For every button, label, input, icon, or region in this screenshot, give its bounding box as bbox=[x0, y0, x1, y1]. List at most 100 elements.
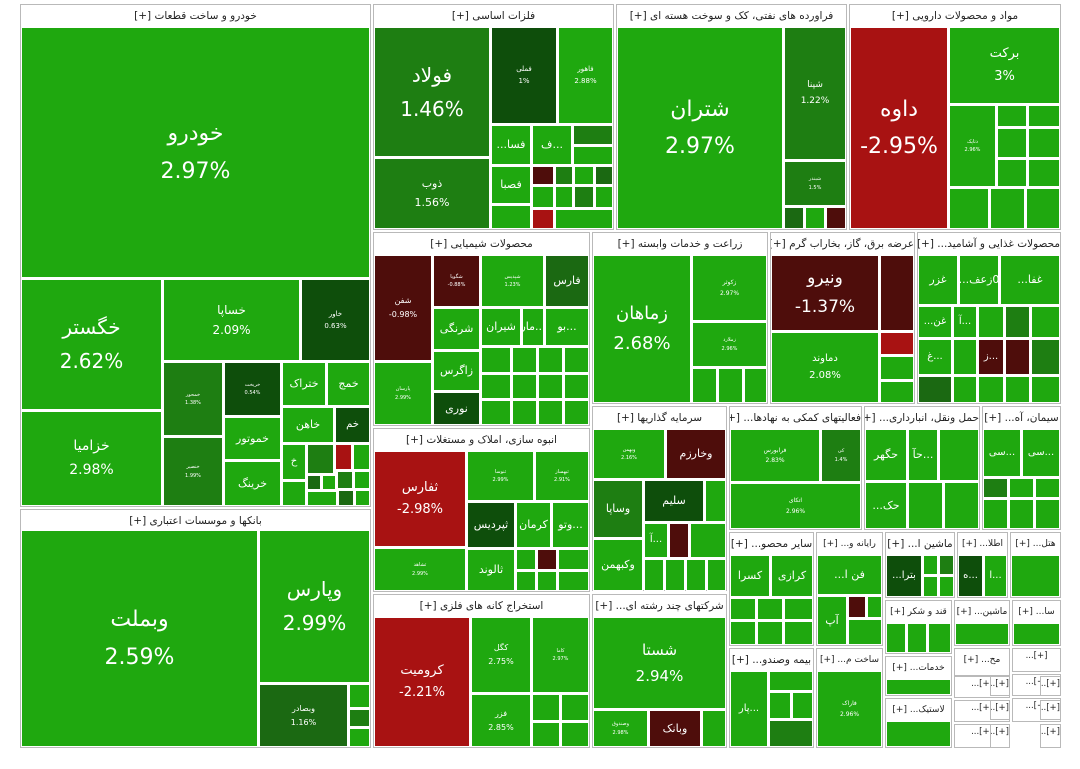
stock-tile[interactable]: شپدیس 1.23% bbox=[481, 255, 544, 307]
stock-tile[interactable]: ثنوسا 2.99% bbox=[467, 451, 534, 501]
stock-tile-minor[interactable] bbox=[908, 482, 943, 529]
stock-tile-minor[interactable] bbox=[354, 471, 370, 489]
stock-tile[interactable]: شیران bbox=[481, 308, 521, 346]
stock-tile[interactable]: فصبا bbox=[491, 166, 531, 204]
stock-tile-minor[interactable] bbox=[355, 490, 370, 506]
stock-tile-minor[interactable] bbox=[997, 159, 1027, 187]
stock-tile-minor[interactable] bbox=[939, 576, 954, 597]
stock-tile[interactable]: ...بو bbox=[545, 308, 589, 346]
stock-tile[interactable]: وکبهمن bbox=[593, 539, 643, 591]
stock-tile-minor[interactable] bbox=[337, 471, 353, 489]
stock-tile[interactable]: سلیم bbox=[644, 480, 704, 522]
sector-title[interactable]: ماشین... [+] bbox=[956, 607, 1008, 617]
sector-title[interactable]: ماشین ا... [+] bbox=[887, 538, 953, 550]
sector-title[interactable]: محصولات غذایی و آشامید... [+] bbox=[918, 238, 1060, 250]
stock-tile-minor[interactable] bbox=[512, 374, 537, 399]
sector-stub[interactable]: [+]... bbox=[1040, 676, 1061, 696]
sector-title[interactable]: زراعت و خدمات وابسته [+] bbox=[617, 238, 743, 250]
stock-tile[interactable]: برکت 3% bbox=[949, 27, 1060, 104]
stock-tile[interactable]: کی 1.4% bbox=[821, 429, 861, 482]
stock-tile[interactable]: خرینگ bbox=[224, 461, 281, 506]
stock-tile[interactable]: ...سی bbox=[983, 429, 1021, 477]
stock-tile-minor[interactable] bbox=[744, 368, 767, 403]
stock-tile-minor[interactable] bbox=[1031, 376, 1060, 403]
stock-tile[interactable]: خمج bbox=[327, 362, 370, 406]
stock-tile[interactable]: فملی 1% bbox=[491, 27, 557, 124]
sector-stub[interactable]: [+]... bbox=[1040, 724, 1061, 748]
stock-tile[interactable]: زکوثر 2.97% bbox=[692, 255, 767, 321]
stock-tile-minor[interactable] bbox=[1013, 623, 1060, 645]
stock-tile[interactable]: فولاد 1.46% bbox=[374, 27, 490, 157]
sector-title[interactable]: فلزات اساسی [+] bbox=[451, 10, 536, 22]
stock-tile-minor[interactable] bbox=[538, 400, 563, 425]
stock-tile[interactable]: ثپردیس bbox=[467, 502, 515, 548]
stock-tile[interactable]: فرابورس 2.83% bbox=[730, 429, 820, 482]
stock-tile-minor[interactable] bbox=[953, 376, 977, 403]
sector-title[interactable]: خدمات... [+] bbox=[892, 663, 945, 673]
stock-tile[interactable]: کسرا bbox=[730, 555, 770, 597]
stock-tile[interactable]: وبصادر 1.16% bbox=[259, 684, 348, 747]
stock-tile-minor[interactable] bbox=[349, 728, 370, 747]
stock-tile-minor[interactable] bbox=[532, 694, 560, 721]
stock-tile-minor[interactable] bbox=[555, 166, 573, 185]
stock-tile[interactable]: 0زعف... bbox=[959, 255, 999, 305]
stock-tile-minor[interactable] bbox=[939, 429, 979, 481]
stock-tile-minor[interactable] bbox=[564, 400, 589, 425]
sector-title[interactable]: انبوه سازی، املاک و مستغلات [+] bbox=[406, 434, 557, 446]
stock-tile-minor[interactable] bbox=[983, 478, 1008, 498]
stock-tile-minor[interactable] bbox=[792, 692, 813, 719]
stock-tile[interactable]: وپارس 2.99% bbox=[259, 530, 370, 683]
stock-tile-minor[interactable] bbox=[784, 207, 804, 229]
sector-title[interactable]: سرمایه گذاریها [+] bbox=[616, 412, 703, 424]
stock-tile[interactable]: غفا... bbox=[1000, 255, 1060, 305]
stock-tile[interactable]: وبانک bbox=[649, 710, 701, 747]
sector-title[interactable]: مح... [+] bbox=[963, 655, 1001, 665]
stock-tile-minor[interactable] bbox=[561, 694, 589, 721]
stock-tile-minor[interactable] bbox=[574, 166, 594, 185]
stock-tile[interactable]: ...پار bbox=[730, 671, 768, 747]
stock-tile[interactable]: غن... bbox=[918, 306, 952, 338]
stock-tile-minor[interactable] bbox=[335, 444, 352, 470]
stock-tile[interactable]: بترا... bbox=[886, 555, 922, 597]
stock-tile-minor[interactable] bbox=[349, 684, 370, 708]
stock-tile[interactable]: خریخت 0.54% bbox=[224, 362, 281, 416]
stock-tile-minor[interactable] bbox=[997, 128, 1027, 158]
stock-tile[interactable]: دماوند 2.08% bbox=[771, 332, 879, 403]
stock-tile-minor[interactable] bbox=[1031, 339, 1060, 375]
sector-title[interactable]: رایانه و... [+] bbox=[823, 539, 876, 549]
stock-tile[interactable]: پارسان 2.99% bbox=[374, 362, 432, 425]
stock-tile[interactable]: فسا... bbox=[491, 125, 531, 165]
sector-title[interactable]: عرضه برق، گاز، بخاراب گرم [+] bbox=[771, 238, 914, 250]
stock-tile-minor[interactable] bbox=[512, 347, 537, 373]
stock-tile-minor[interactable] bbox=[564, 347, 589, 373]
stock-tile[interactable]: وبملت 2.59% bbox=[21, 530, 258, 747]
stock-tile[interactable]: حگهر bbox=[865, 429, 907, 481]
stock-tile-minor[interactable] bbox=[1026, 188, 1060, 229]
stock-tile[interactable]: کرومیت -2.21% bbox=[374, 617, 470, 747]
stock-tile-minor[interactable] bbox=[880, 255, 914, 331]
stock-tile[interactable]: شستا 2.94% bbox=[593, 617, 726, 709]
stock-tile-minor[interactable] bbox=[949, 188, 989, 229]
sector-stub[interactable]: [+]... bbox=[1040, 700, 1061, 720]
stock-tile-minor[interactable] bbox=[805, 207, 825, 229]
stock-tile[interactable]: زماهان 2.68% bbox=[593, 255, 691, 403]
stock-tile[interactable]: وساپا bbox=[593, 480, 643, 538]
stock-tile-minor[interactable] bbox=[1035, 499, 1060, 529]
stock-tile[interactable]: ...غ bbox=[918, 339, 952, 375]
sector-title[interactable]: فعالیتهای کمکی به نهادها... [+] bbox=[730, 412, 861, 424]
stock-tile-minor[interactable] bbox=[512, 400, 537, 425]
stock-tile-minor[interactable] bbox=[538, 347, 563, 373]
stock-tile-minor[interactable] bbox=[848, 619, 882, 645]
sector-title[interactable]: سا... [+] bbox=[1018, 607, 1055, 617]
stock-tile-minor[interactable] bbox=[867, 596, 882, 618]
stock-tile[interactable]: شتران 2.97% bbox=[617, 27, 783, 229]
sector-title[interactable]: هتل... [+] bbox=[1015, 539, 1056, 549]
stock-tile-minor[interactable] bbox=[880, 381, 914, 403]
stock-tile-minor[interactable] bbox=[848, 596, 866, 618]
stock-tile[interactable]: وبهمن 2.16% bbox=[593, 429, 665, 479]
stock-tile-minor[interactable] bbox=[955, 623, 1009, 645]
stock-tile-minor[interactable] bbox=[1028, 159, 1060, 187]
stock-tile[interactable]: ونیرو -1.37% bbox=[771, 255, 879, 331]
stock-tile-minor[interactable] bbox=[886, 623, 906, 653]
stock-tile-minor[interactable] bbox=[307, 475, 321, 490]
